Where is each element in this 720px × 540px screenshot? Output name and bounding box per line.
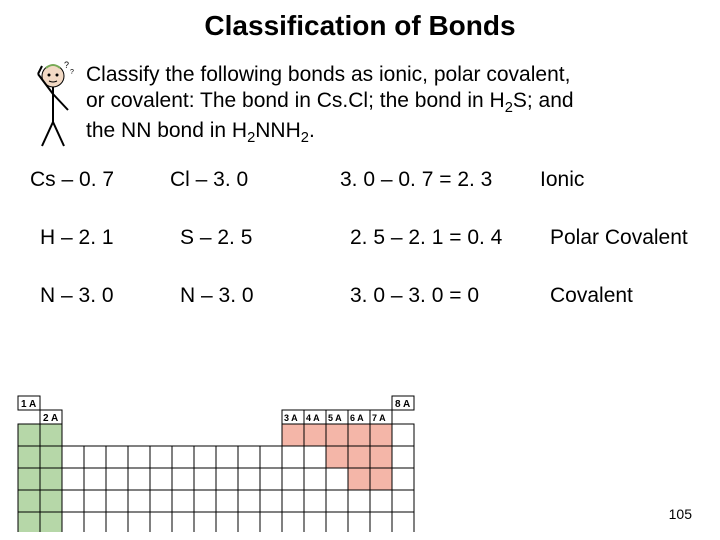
cell-diff: 2. 5 – 2. 1 = 0. 4: [350, 226, 550, 250]
svg-text:2 A: 2 A: [43, 413, 58, 424]
table-row: H – 2. 1 S – 2. 5 2. 5 – 2. 1 = 0. 4 Pol…: [30, 226, 700, 250]
svg-text:6 A: 6 A: [350, 413, 364, 423]
cell-type: Ionic: [540, 168, 700, 192]
page-number: 105: [669, 506, 692, 522]
svg-text:1 A: 1 A: [21, 399, 36, 410]
cell-element2: N – 3. 0: [180, 284, 350, 308]
page-title: Classification of Bonds: [0, 0, 720, 42]
prompt-line3a: the NN bond in H: [86, 119, 247, 142]
thinking-figure-icon: ? ?: [28, 60, 78, 150]
svg-text:5 A: 5 A: [328, 413, 342, 423]
cell-diff: 3. 0 – 3. 0 = 0: [350, 284, 550, 308]
table-row: N – 3. 0 N – 3. 0 3. 0 – 3. 0 = 0 Covale…: [30, 284, 700, 308]
classification-table: Cs – 0. 7 Cl – 3. 0 3. 0 – 0. 7 = 2. 3 I…: [0, 160, 720, 308]
cell-type: Covalent: [550, 284, 700, 308]
prompt-sub3: 2: [301, 130, 309, 146]
prompt-text: Classify the following bonds as ionic, p…: [86, 60, 574, 147]
prompt-line2a: or covalent: The bond in Cs.Cl; the bond…: [86, 89, 505, 112]
cell-element2: S – 2. 5: [180, 226, 350, 250]
svg-text:4 A: 4 A: [306, 413, 320, 423]
svg-text:7 A: 7 A: [372, 413, 386, 423]
prompt-line3c: .: [309, 119, 315, 142]
cell-diff: 3. 0 – 0. 7 = 2. 3: [340, 168, 540, 192]
svg-text:8 A: 8 A: [395, 399, 410, 410]
cell-element1: N – 3. 0: [40, 284, 180, 308]
prompt-area: ? ? Classify the following bonds as ioni…: [0, 42, 720, 160]
cell-type: Polar Covalent: [550, 226, 700, 250]
svg-text:3 A: 3 A: [284, 413, 298, 423]
svg-text:?: ?: [64, 60, 69, 70]
table-row: Cs – 0. 7 Cl – 3. 0 3. 0 – 0. 7 = 2. 3 I…: [30, 168, 700, 192]
prompt-line3b: NNH: [255, 119, 301, 142]
cell-element1: Cs – 0. 7: [30, 168, 170, 192]
cell-element2: Cl – 3. 0: [170, 168, 340, 192]
prompt-line2b: S; and: [513, 89, 574, 112]
cell-element1: H – 2. 1: [40, 226, 180, 250]
prompt-line1: Classify the following bonds as ionic, p…: [86, 63, 570, 86]
prompt-sub1: 2: [505, 100, 513, 116]
periodic-table-diagram: 1 A 2 A 8 A 3 A 4 A 5 A 6 A 7 A: [14, 392, 434, 532]
svg-text:?: ?: [70, 69, 74, 76]
